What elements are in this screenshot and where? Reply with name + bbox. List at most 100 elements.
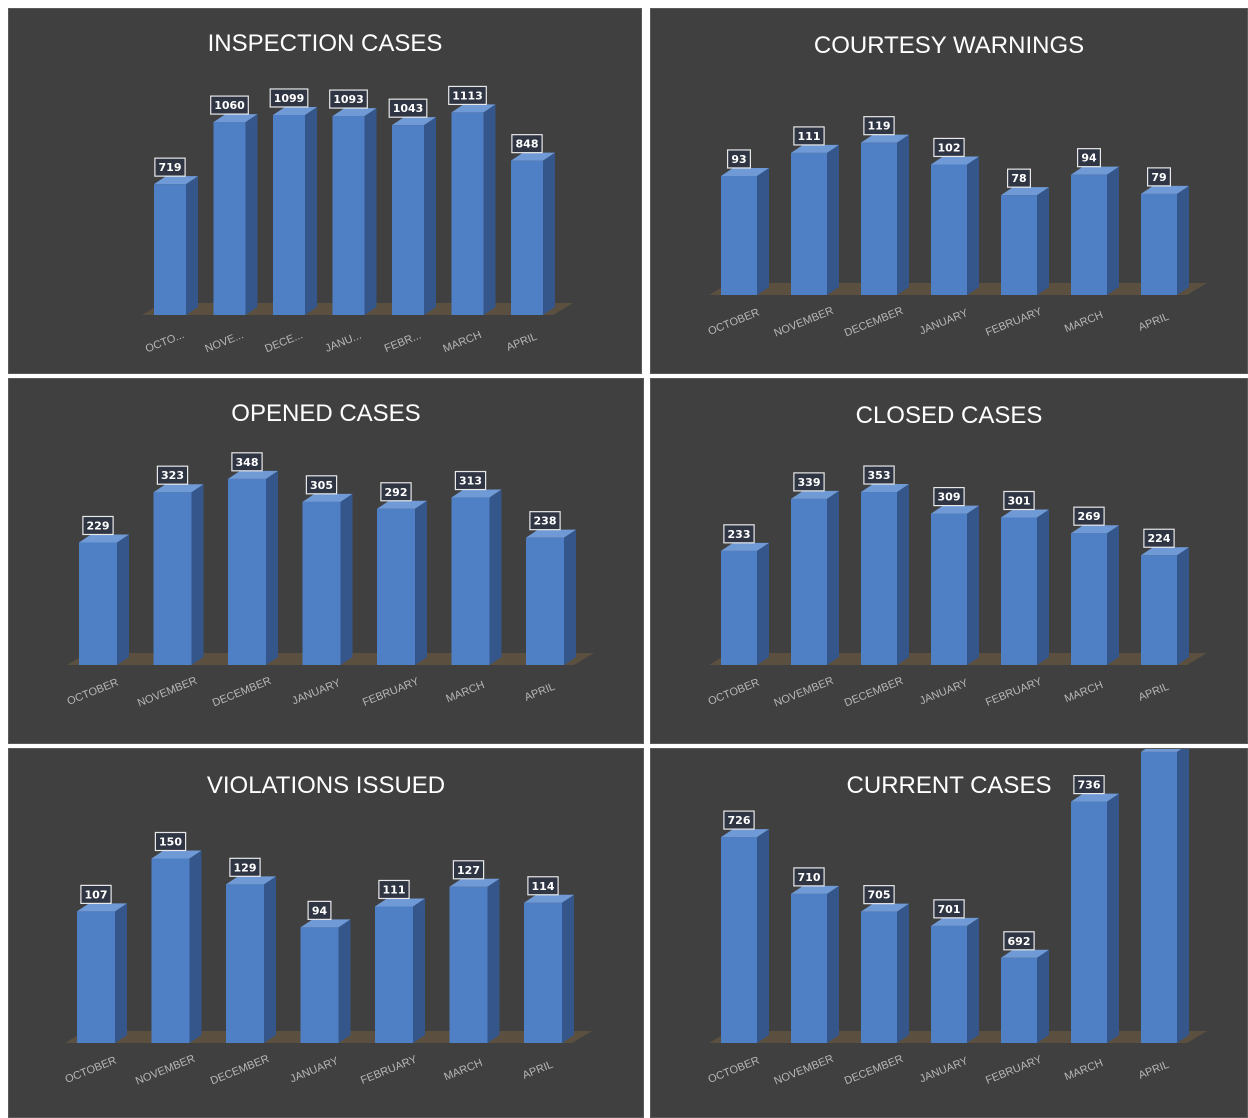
bar-top (931, 505, 979, 514)
bar (526, 529, 576, 665)
data-label-box (154, 831, 187, 852)
bar-side (827, 144, 839, 295)
data-label-box (378, 879, 410, 900)
bar-front (931, 925, 967, 1043)
bar-side (757, 542, 769, 665)
bar-top (791, 490, 839, 499)
data-label-box (448, 85, 487, 106)
bar (524, 894, 574, 1043)
data-label-box (1073, 775, 1105, 795)
bar-side (1107, 793, 1119, 1043)
x-tick-label: FEBRUARY (984, 675, 1044, 709)
bar-side (189, 850, 202, 1043)
bar-front (861, 142, 897, 295)
bar-top (153, 484, 204, 493)
bar-front (1001, 517, 1037, 665)
data-label-box (723, 810, 755, 830)
data-label-box (1073, 506, 1105, 526)
bar-top (79, 534, 129, 543)
bar-top (302, 493, 353, 502)
data-label-box (1077, 148, 1102, 168)
bar-top (1141, 547, 1189, 556)
data-label-box (529, 511, 561, 531)
data-label-box (1003, 931, 1035, 951)
data-label-box (1007, 168, 1032, 188)
x-tick-label: JANUARY (918, 1055, 971, 1086)
chart-title: COURTESY WARNINGS (814, 32, 1084, 59)
bar-top (511, 152, 555, 161)
bar-top (375, 898, 425, 907)
x-tick-label: JANUARY (918, 307, 971, 338)
data-label-box (723, 524, 755, 544)
bar-front (861, 492, 897, 665)
bar-front (300, 927, 339, 1043)
data-label-box (1147, 167, 1172, 187)
data-label: 313 (459, 475, 482, 488)
x-tick-label: OCTOBER (707, 1054, 762, 1085)
bar (1141, 547, 1189, 665)
data-label: 719 (159, 161, 182, 174)
bar-front (524, 902, 562, 1043)
bar (228, 470, 278, 665)
data-label: 93 (731, 153, 746, 166)
data-label: 269 (1078, 510, 1101, 523)
data-label: 323 (161, 469, 184, 482)
bar-side (364, 108, 377, 315)
x-tick-label: DECEMBER (843, 1053, 905, 1088)
bar-front (1141, 193, 1177, 295)
bar (1071, 166, 1119, 295)
bar (931, 156, 979, 295)
bar-top (526, 529, 576, 538)
chart-svg: OPENED CASES 229 OCTOBER 323 NOVEMBER 348 DECE… (66, 400, 594, 710)
bar-side (757, 167, 769, 295)
bar (151, 850, 202, 1043)
bar-front (526, 537, 564, 665)
x-tick-label: NOVEMBER (772, 305, 835, 340)
data-label: 736 (1078, 779, 1101, 792)
bar (721, 542, 769, 665)
bar-top (300, 919, 351, 928)
x-tick-label: MARCH (1063, 309, 1105, 335)
bar-top (931, 156, 979, 165)
bar (1141, 185, 1189, 295)
bar (375, 898, 425, 1043)
x-tick-label: APRIL (505, 331, 539, 354)
x-tick-label: APRIL (1137, 681, 1171, 704)
bar (861, 484, 909, 665)
data-label: 79 (1151, 171, 1166, 184)
chart-panel-violations-issued: VIOLATIONS ISSUED 107 OCTOBER 150 NOVEMBER 12… (8, 748, 644, 1118)
bar-front (1071, 533, 1107, 665)
x-tick-label: MARCH (1063, 679, 1105, 705)
data-label: 348 (236, 456, 259, 469)
bar-top (151, 850, 202, 859)
bar-side (266, 470, 278, 665)
x-tick-label: NOVEMBER (134, 1053, 197, 1088)
bar-front (721, 837, 757, 1043)
data-label: 94 (312, 904, 328, 917)
bar-side (305, 106, 317, 316)
bar (1001, 509, 1049, 665)
bar-top (1071, 525, 1119, 534)
bar-side (1037, 949, 1049, 1043)
data-label: 224 (1148, 532, 1171, 545)
x-tick-label: NOVE... (203, 329, 245, 355)
data-label-box (1003, 490, 1035, 511)
bar-front (721, 175, 757, 295)
bar-side (1177, 185, 1189, 295)
x-tick-label: APRIL (1137, 1059, 1171, 1082)
data-label: 1099 (274, 92, 305, 105)
data-label: 111 (383, 883, 406, 896)
bar (451, 104, 496, 316)
data-label-box (933, 137, 965, 158)
data-label: 94 (1081, 152, 1097, 165)
bar-side (424, 117, 436, 315)
data-label: 705 (868, 889, 891, 902)
bar-side (415, 500, 427, 665)
chart-title: CLOSED CASES (856, 402, 1043, 429)
data-label: 353 (868, 469, 891, 482)
bar-top (1071, 166, 1119, 175)
data-label-box (80, 884, 112, 904)
bar (79, 534, 129, 665)
bar-top (226, 876, 276, 885)
data-label-box (527, 876, 559, 896)
